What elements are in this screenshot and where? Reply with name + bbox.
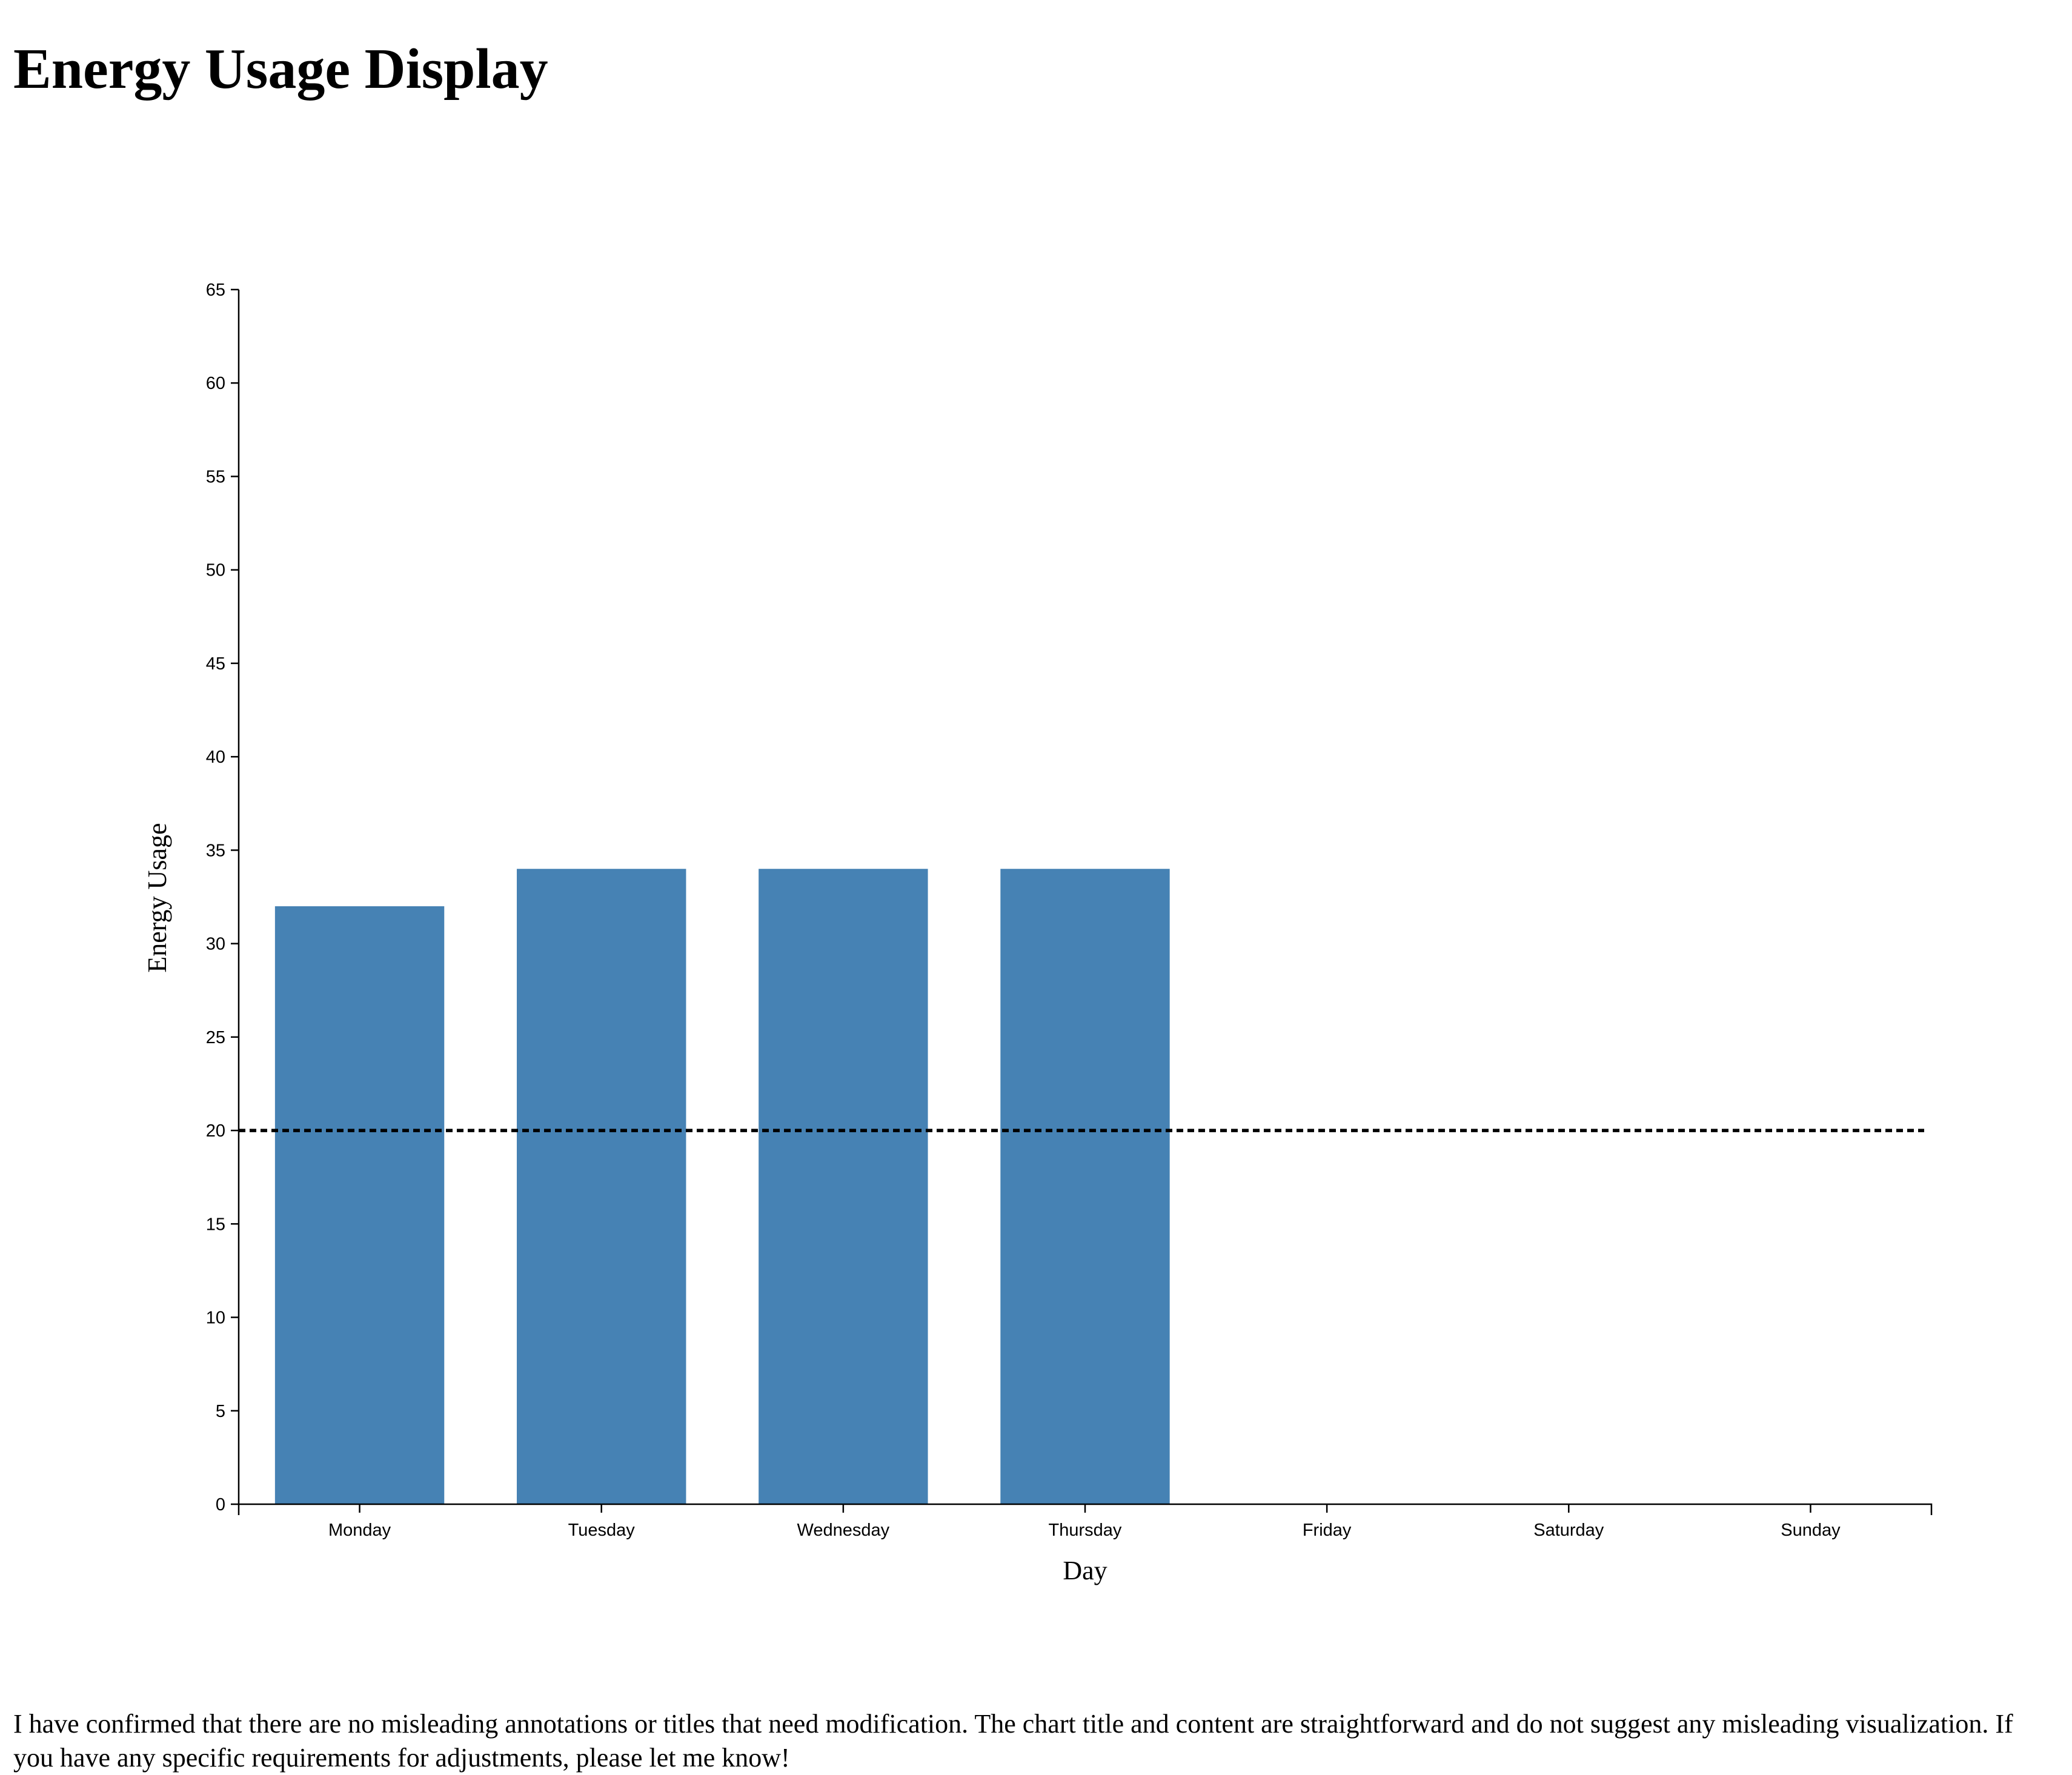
y-tick-label: 30 xyxy=(206,935,225,954)
bar-wednesday xyxy=(759,869,928,1504)
footer-note: I have confirmed that there are no misle… xyxy=(13,1709,2013,1773)
y-axis-title: Energy Usage xyxy=(142,823,172,972)
x-tick-label-monday: Monday xyxy=(328,1521,391,1540)
x-axis-title: Day xyxy=(1063,1556,1107,1585)
bars-layer xyxy=(274,869,1170,1504)
x-tick-label-saturday: Saturday xyxy=(1533,1521,1604,1540)
x-tick-label-sunday: Sunday xyxy=(1781,1521,1841,1540)
y-tick-label: 55 xyxy=(206,467,225,486)
y-tick-label: 50 xyxy=(206,561,225,580)
bar-monday xyxy=(274,906,445,1504)
y-tick-label: 5 xyxy=(216,1402,225,1421)
x-tick-label-thursday: Thursday xyxy=(1049,1521,1122,1540)
y-tick-label: 0 xyxy=(216,1495,225,1515)
bar-chart: 0 5 10 15 20 25 30 35 40 45 50 55 60 65 Monday Tuesday… xyxy=(142,280,1933,1585)
y-tick-label: 40 xyxy=(206,748,225,767)
bar-thursday xyxy=(1000,869,1170,1504)
x-tick-label-tuesday: Tuesday xyxy=(568,1521,636,1540)
y-tick-label: 45 xyxy=(206,654,225,674)
y-tick-label: 20 xyxy=(206,1121,225,1141)
y-tick-label: 10 xyxy=(206,1309,225,1328)
y-tick-label: 65 xyxy=(206,280,225,300)
page-title: Energy Usage Display xyxy=(13,38,548,101)
x-tick-label-friday: Friday xyxy=(1303,1521,1352,1540)
x-tick-label-wednesday: Wednesday xyxy=(797,1521,890,1540)
x-axis: Monday Tuesday Wednesday Thursday Friday Satu… xyxy=(237,1503,1933,1540)
y-tick-label: 35 xyxy=(206,841,225,860)
y-tick-label: 60 xyxy=(206,374,225,393)
y-tick-label: 25 xyxy=(206,1028,225,1047)
y-tick-label: 15 xyxy=(206,1215,225,1234)
y-axis: 0 5 10 15 20 25 30 35 40 45 50 55 60 65 xyxy=(206,280,240,1515)
bar-tuesday xyxy=(517,869,686,1504)
